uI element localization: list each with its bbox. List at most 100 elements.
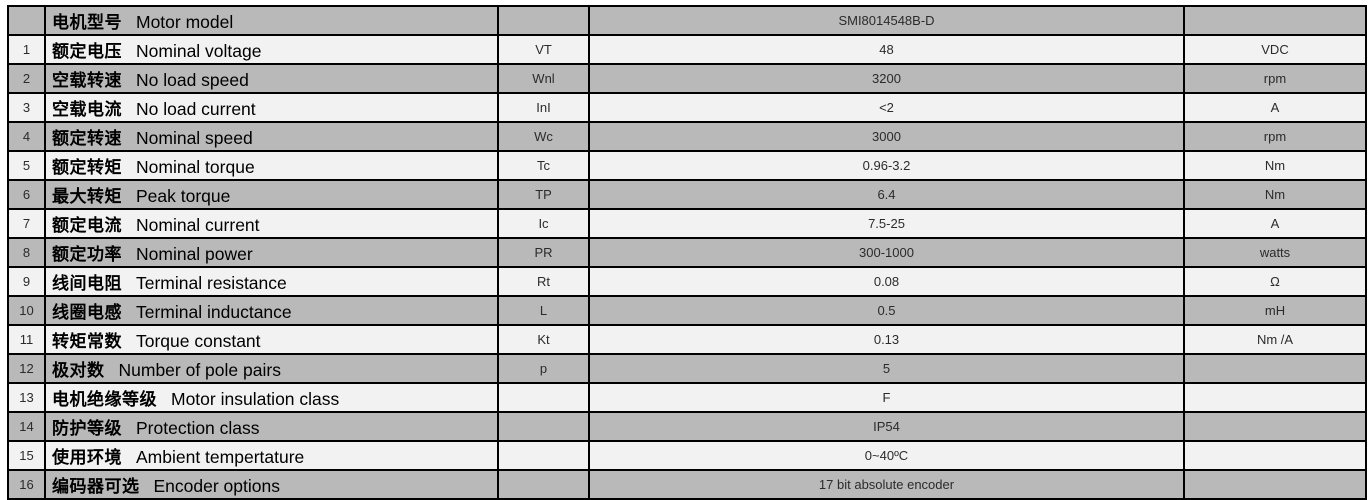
param-value: 17 bit absolute encoder — [588, 469, 1185, 500]
param-name-en: Peak torque — [136, 186, 231, 206]
param-symbol — [497, 469, 590, 500]
table-row: 7 额定电流 Nominal current Ic 7.5-25 A — [7, 208, 1367, 239]
param-unit: Nm — [1183, 150, 1367, 181]
spec-table-body: 电机型号 Motor model SMI8014548B-D 1 额定电压 Nomi… — [7, 5, 1367, 500]
param-name: 线间电阻 Terminal resistance — [44, 266, 499, 297]
param-name-cn: 极对数 — [52, 361, 105, 380]
param-value: 3200 — [588, 63, 1185, 94]
param-value: 7.5-25 — [588, 208, 1185, 239]
param-name: 编码器可选 Encoder options — [44, 469, 499, 500]
param-name-cn: 使用环境 — [52, 448, 122, 467]
param-value: 0~40ºC — [588, 440, 1185, 471]
table-row: 13 电机绝缘等级 Motor insulation class F — [7, 382, 1367, 413]
param-name-en: Ambient tempertature — [136, 447, 305, 467]
param-unit: mH — [1183, 295, 1367, 326]
param-name: 转矩常数 Torque constant — [44, 324, 499, 355]
param-name-cn: 额定电压 — [52, 42, 122, 61]
param-name: 线圈电感 Terminal inductance — [44, 295, 499, 326]
table-row: 10 线圈电感 Terminal inductance L 0.5 mH — [7, 295, 1367, 326]
row-number: 16 — [7, 469, 46, 500]
param-unit — [1183, 469, 1367, 500]
param-name-en: Nominal speed — [136, 128, 253, 148]
param-name-en: No load current — [136, 99, 256, 119]
param-symbol: Ic — [497, 208, 590, 239]
param-name-en: Terminal inductance — [136, 302, 292, 322]
param-unit — [1183, 5, 1367, 36]
param-symbol: VT — [497, 34, 590, 65]
row-number: 12 — [7, 353, 46, 384]
param-name-en: Encoder options — [153, 476, 280, 496]
motor-spec-table: 电机型号 Motor model SMI8014548B-D 1 额定电压 Nomi… — [7, 5, 1367, 500]
table-row-header: 电机型号 Motor model SMI8014548B-D — [7, 5, 1367, 36]
table-row: 2 空载转速 No load speed Wnl 3200 rpm — [7, 63, 1367, 94]
param-name-en: No load speed — [136, 70, 249, 90]
param-symbol: Rt — [497, 266, 590, 297]
table-row: 9 线间电阻 Terminal resistance Rt 0.08 Ω — [7, 266, 1367, 297]
param-name-en: Torque constant — [136, 331, 261, 351]
param-name: 空载转速 No load speed — [44, 63, 499, 94]
param-name-en: Protection class — [136, 418, 260, 438]
param-unit — [1183, 382, 1367, 413]
param-name-cn: 电机绝缘等级 — [52, 390, 157, 409]
param-symbol: p — [497, 353, 590, 384]
param-unit: rpm — [1183, 63, 1367, 94]
table-row: 11 转矩常数 Torque constant Kt 0.13 Nm /A — [7, 324, 1367, 355]
param-name-cn: 最大转矩 — [52, 187, 122, 206]
param-name: 极对数 Number of pole pairs — [44, 353, 499, 384]
table-row: 8 额定功率 Nominal power PR 300-1000 watts — [7, 237, 1367, 268]
row-number: 9 — [7, 266, 46, 297]
param-value: 0.13 — [588, 324, 1185, 355]
param-name-cn: 空载电流 — [52, 100, 122, 119]
param-name-en: Nominal torque — [136, 157, 255, 177]
table-row: 15 使用环境 Ambient tempertature 0~40ºC — [7, 440, 1367, 471]
table-row: 4 额定转速 Nominal speed Wc 3000 rpm — [7, 121, 1367, 152]
table-row: 16 编码器可选 Encoder options 17 bit absolute … — [7, 469, 1367, 500]
table-row: 14 防护等级 Protection class IP54 — [7, 411, 1367, 442]
param-name: 额定电流 Nominal current — [44, 208, 499, 239]
param-value: SMI8014548B-D — [588, 5, 1185, 36]
param-value: F — [588, 382, 1185, 413]
param-name-cn: 转矩常数 — [52, 332, 122, 351]
param-name-cn: 防护等级 — [52, 419, 122, 438]
param-name-en: Nominal current — [136, 215, 260, 235]
param-unit: VDC — [1183, 34, 1367, 65]
param-symbol — [497, 440, 590, 471]
param-value: <2 — [588, 92, 1185, 123]
row-number: 8 — [7, 237, 46, 268]
param-name: 额定功率 Nominal power — [44, 237, 499, 268]
table-row: 12 极对数 Number of pole pairs p 5 — [7, 353, 1367, 384]
row-number: 7 — [7, 208, 46, 239]
param-unit — [1183, 411, 1367, 442]
param-symbol: Kt — [497, 324, 590, 355]
param-name: 空载电流 No load current — [44, 92, 499, 123]
param-unit — [1183, 440, 1367, 471]
param-symbol — [497, 382, 590, 413]
param-value: 3000 — [588, 121, 1185, 152]
param-name-cn: 额定转矩 — [52, 158, 122, 177]
param-unit — [1183, 353, 1367, 384]
param-name-cn: 电机型号 — [52, 13, 122, 32]
param-name-cn: 额定转速 — [52, 129, 122, 148]
param-value: 5 — [588, 353, 1185, 384]
param-name-en: Nominal power — [136, 244, 253, 264]
param-name-en: Motor model — [136, 12, 234, 32]
param-unit: Nm /A — [1183, 324, 1367, 355]
row-number: 4 — [7, 121, 46, 152]
param-name: 额定电压 Nominal voltage — [44, 34, 499, 65]
param-symbol: Wc — [497, 121, 590, 152]
table-row: 1 额定电压 Nominal voltage VT 48 VDC — [7, 34, 1367, 65]
param-symbol: PR — [497, 237, 590, 268]
param-value: 0.96-3.2 — [588, 150, 1185, 181]
param-name: 电机绝缘等级 Motor insulation class — [44, 382, 499, 413]
table-row: 6 最大转矩 Peak torque TP 6.4 Nm — [7, 179, 1367, 210]
param-name-en: Terminal resistance — [136, 273, 287, 293]
param-name: 额定转矩 Nominal torque — [44, 150, 499, 181]
param-symbol — [497, 411, 590, 442]
table-row: 5 额定转矩 Nominal torque Tc 0.96-3.2 Nm — [7, 150, 1367, 181]
row-number: 15 — [7, 440, 46, 471]
param-value: 48 — [588, 34, 1185, 65]
param-name: 防护等级 Protection class — [44, 411, 499, 442]
row-number: 5 — [7, 150, 46, 181]
param-symbol: Wnl — [497, 63, 590, 94]
param-value: 0.5 — [588, 295, 1185, 326]
